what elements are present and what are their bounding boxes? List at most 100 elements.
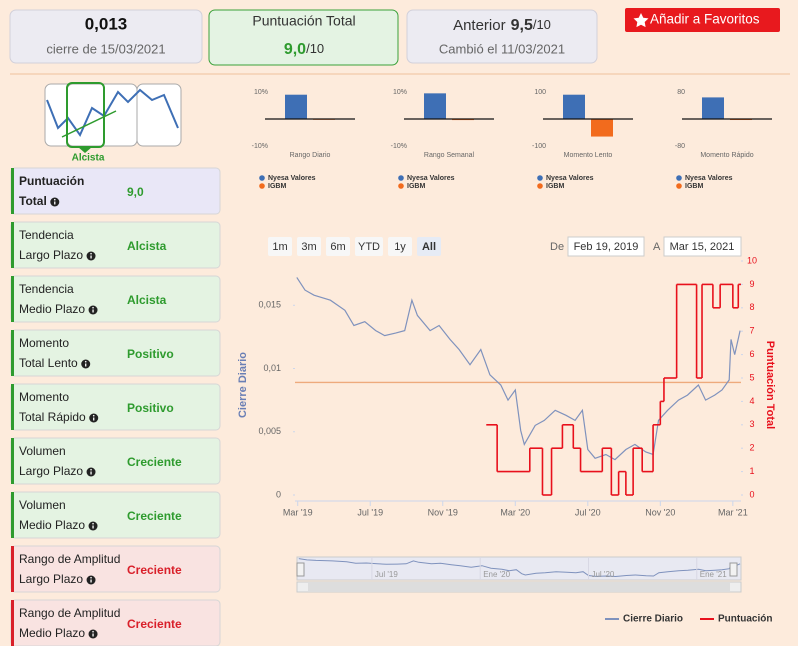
y-tick-label: 0: [276, 489, 281, 499]
x-tick-label: Rango Diario: [290, 152, 331, 159]
previous: Anterior 9,5/10: [453, 17, 551, 34]
indicator-border: [11, 168, 14, 214]
y2-tick-label: 8: [749, 302, 754, 312]
score: 9,0/10: [284, 41, 324, 58]
from-input[interactable]: [567, 236, 645, 257]
info-icon-dot: [92, 522, 94, 525]
y2-tick-label: 10: [747, 255, 757, 265]
y-tick-label: 10%: [254, 89, 268, 96]
previous-caption: Cambió el 11/03/2021: [439, 41, 565, 56]
to-label: A: [653, 241, 661, 253]
x-tick-label: Mar '19: [283, 507, 313, 517]
indicator-label: Tendencia: [19, 282, 74, 296]
range-button-label[interactable]: 1y: [394, 241, 406, 253]
y2-tick-label: 3: [749, 419, 754, 429]
range-button-label[interactable]: 1m: [272, 241, 287, 253]
y-tick-label: 0,01: [263, 363, 281, 373]
navigator-bg: [296, 556, 742, 581]
indicator-value: Creciente: [127, 563, 182, 577]
x-tick-label: Nov '19: [428, 507, 458, 517]
indicator-value: Creciente: [127, 617, 182, 631]
to-value[interactable]: Mar 15, 2021: [670, 241, 735, 253]
x-tick-label: Jul '19: [357, 507, 383, 517]
y-tick-label: 0,015: [258, 300, 281, 310]
indicator-value: Alcista: [127, 239, 167, 253]
score-title: Puntuación Total: [252, 13, 355, 29]
indicator-label: Medio Plazo: [19, 302, 85, 316]
range-button[interactable]: [388, 237, 412, 256]
indicator-label: Largo Plazo: [19, 464, 83, 478]
legend-marker: [676, 183, 682, 189]
legend-label: IGBM: [407, 183, 425, 190]
favorite-button[interactable]: Añadir a Favoritos: [625, 8, 780, 32]
navigator-handle[interactable]: [729, 562, 738, 577]
star-icon[interactable]: [633, 13, 649, 28]
range-button-label[interactable]: 6m: [330, 241, 345, 253]
indicator-label: Total Lento: [19, 356, 78, 370]
info-icon-dot: [90, 468, 92, 471]
indicator-label: Total: [19, 194, 47, 208]
range-button[interactable]: [417, 237, 441, 256]
price-caption: cierre de 15/03/2021: [46, 41, 165, 56]
range-button[interactable]: [355, 237, 383, 256]
range-button[interactable]: [326, 237, 350, 256]
legend-label: Nyesa Valores: [546, 175, 594, 182]
y2-tick-label: 1: [749, 466, 754, 476]
indicator-label: Volumen: [19, 444, 66, 458]
previous-score: 9,5: [511, 17, 533, 34]
legend-marker: [259, 183, 265, 189]
y-axis-title: Cierre Diario: [237, 352, 249, 418]
icon-arrow: [61, 110, 117, 138]
navigator-label: Jul '20: [591, 570, 614, 579]
score-card: [208, 9, 399, 66]
to-input[interactable]: [663, 236, 742, 257]
x-tick-label: Jul '20: [575, 507, 601, 517]
indicator-border: [11, 546, 14, 592]
legend-label: IGBM: [685, 183, 703, 190]
trend-icon: Alcista: [44, 82, 182, 164]
info-icon-dot: [92, 306, 94, 309]
y-tick-label: -10%: [252, 143, 268, 150]
indicator-label: Total Rápido: [19, 410, 86, 424]
y-tick-label: 100: [534, 89, 546, 96]
info-icon-dot: [84, 360, 87, 363]
scrollbar-thumb[interactable]: [308, 583, 730, 591]
legend-label: Puntuación: [718, 614, 772, 625]
score-scale: /10: [306, 41, 324, 56]
bar: [563, 94, 585, 119]
indicator-value: 9,0: [127, 185, 144, 199]
indicator-value: Positivo: [127, 401, 174, 415]
indicator-border: [11, 492, 14, 538]
indicator-border: [11, 222, 14, 268]
from-label: De: [550, 241, 564, 253]
navigator-line: [298, 558, 741, 578]
range-button[interactable]: [297, 237, 321, 256]
indicator-border: [11, 276, 14, 322]
legend-marker: [398, 175, 404, 181]
indicator-border: [11, 384, 14, 430]
legend-label: Nyesa Valores: [685, 175, 733, 182]
navigator-handle[interactable]: [296, 562, 305, 577]
range-button-label[interactable]: All: [422, 241, 436, 253]
range-button-label[interactable]: 3m: [301, 241, 316, 253]
range-button-label[interactable]: YTD: [358, 241, 380, 253]
button-label[interactable]: Añadir a Favoritos: [650, 12, 760, 27]
info-icon-dot: [90, 576, 92, 579]
price: 0,013: [85, 14, 128, 33]
range-button[interactable]: [268, 237, 292, 256]
indicator-label: Momento: [19, 336, 69, 350]
x-tick-label: Mar '20: [500, 507, 530, 517]
indicator-label: Tendencia: [19, 228, 74, 242]
y2-tick-label: 5: [749, 372, 754, 382]
indicator-border: [11, 330, 14, 376]
bar: [591, 119, 613, 137]
x-tick-label: Momento Rápido: [700, 152, 753, 159]
bar: [424, 93, 446, 119]
from-value[interactable]: Feb 19, 2019: [574, 241, 639, 253]
info-icon-dot: [90, 252, 92, 255]
button-bg[interactable]: [625, 8, 780, 32]
bar: [285, 94, 307, 119]
y2-tick-label: 9: [749, 279, 754, 289]
indicator-label: Rango de Amplitud: [19, 552, 120, 566]
